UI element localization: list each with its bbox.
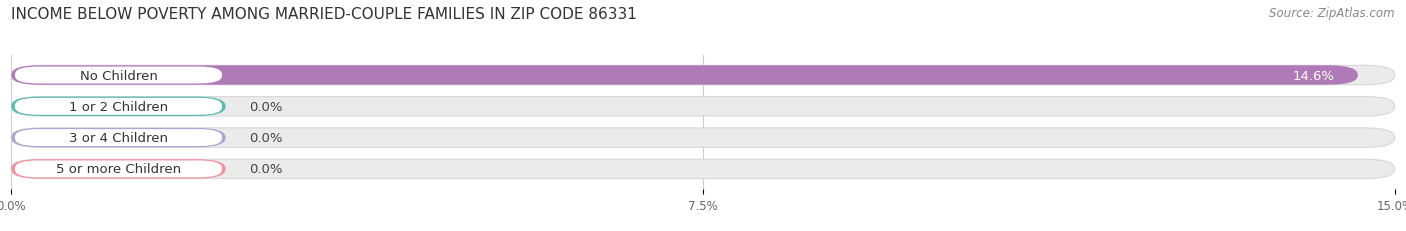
FancyBboxPatch shape bbox=[15, 130, 222, 146]
Text: 0.0%: 0.0% bbox=[249, 100, 283, 113]
Text: 14.6%: 14.6% bbox=[1292, 69, 1334, 82]
FancyBboxPatch shape bbox=[11, 160, 1395, 179]
Text: 5 or more Children: 5 or more Children bbox=[56, 163, 181, 176]
Text: No Children: No Children bbox=[80, 69, 157, 82]
Text: INCOME BELOW POVERTY AMONG MARRIED-COUPLE FAMILIES IN ZIP CODE 86331: INCOME BELOW POVERTY AMONG MARRIED-COUPL… bbox=[11, 7, 637, 22]
FancyBboxPatch shape bbox=[11, 128, 1395, 148]
FancyBboxPatch shape bbox=[15, 161, 222, 178]
FancyBboxPatch shape bbox=[11, 128, 226, 148]
FancyBboxPatch shape bbox=[11, 66, 1358, 85]
Text: 1 or 2 Children: 1 or 2 Children bbox=[69, 100, 169, 113]
FancyBboxPatch shape bbox=[15, 67, 222, 84]
FancyBboxPatch shape bbox=[15, 98, 222, 115]
Text: 3 or 4 Children: 3 or 4 Children bbox=[69, 131, 167, 144]
Text: 0.0%: 0.0% bbox=[249, 163, 283, 176]
FancyBboxPatch shape bbox=[11, 66, 1395, 85]
FancyBboxPatch shape bbox=[11, 160, 226, 179]
Text: Source: ZipAtlas.com: Source: ZipAtlas.com bbox=[1270, 7, 1395, 20]
Text: 0.0%: 0.0% bbox=[249, 131, 283, 144]
FancyBboxPatch shape bbox=[11, 97, 1395, 116]
FancyBboxPatch shape bbox=[11, 97, 226, 116]
